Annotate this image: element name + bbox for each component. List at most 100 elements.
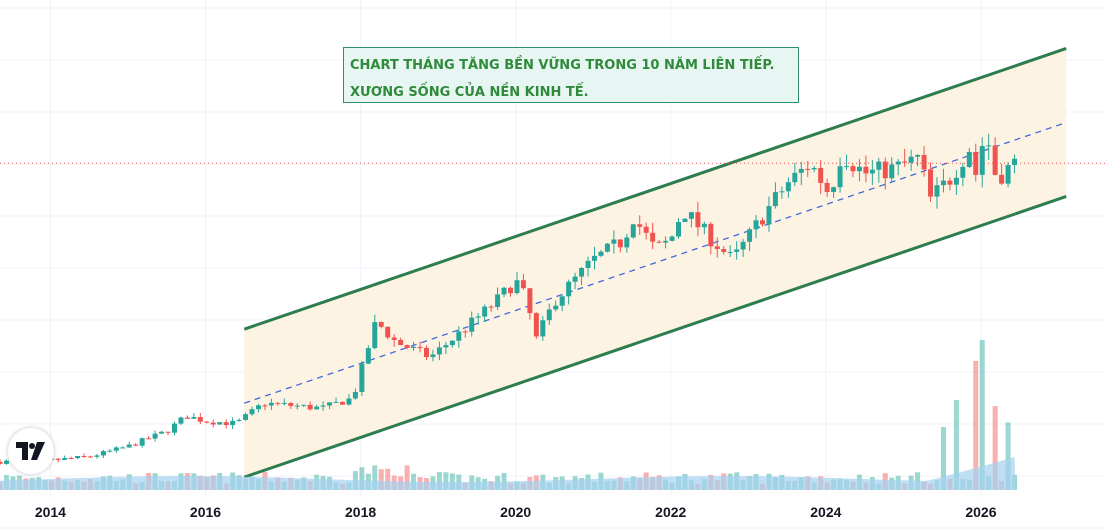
candle-body — [68, 458, 74, 460]
volume-bar — [973, 361, 979, 490]
candle-body — [501, 287, 507, 295]
candle-body — [391, 337, 397, 340]
candle-body — [760, 220, 766, 225]
candle-body — [656, 241, 662, 243]
candle-body — [566, 281, 572, 297]
candle-body — [624, 237, 630, 248]
candle-body — [785, 182, 791, 192]
candle-body — [255, 405, 261, 410]
volume-bar — [979, 340, 985, 490]
candle-body — [475, 316, 481, 318]
candle-body — [882, 161, 888, 179]
x-tick-label: 2020 — [500, 504, 531, 520]
channel-upper-line — [243, 47, 1067, 331]
candle-body — [676, 222, 682, 237]
candle-body — [592, 255, 598, 261]
candle-body — [915, 154, 921, 157]
candle-body — [184, 417, 190, 419]
candle-body — [527, 288, 533, 314]
candle-body — [3, 460, 9, 464]
candle-body — [482, 306, 488, 317]
x-tick-label: 2026 — [965, 504, 996, 520]
volume-bar — [404, 465, 410, 490]
candle-body — [540, 320, 546, 337]
candle-body — [55, 458, 61, 460]
candle-body — [94, 455, 100, 457]
candle-body — [346, 398, 352, 405]
candle-body — [133, 444, 139, 446]
candle-body — [0, 461, 3, 464]
candle-body — [100, 451, 106, 456]
candle-body — [863, 166, 869, 174]
candle-body — [443, 345, 449, 348]
candle-body — [701, 223, 707, 228]
candle-body — [165, 431, 171, 433]
candle-body — [889, 164, 895, 179]
candle-body — [727, 251, 733, 253]
candle-body — [572, 276, 578, 282]
candle-body — [275, 402, 281, 404]
candle-body — [979, 146, 985, 175]
candle-body — [81, 456, 87, 458]
candle-body — [146, 438, 152, 440]
candle-body — [243, 414, 249, 420]
candle-body — [779, 191, 785, 193]
candle-body — [159, 431, 165, 434]
candle-body — [708, 223, 714, 247]
candle-body — [307, 404, 313, 410]
candle-body — [191, 417, 197, 419]
candle-body — [928, 169, 934, 197]
candle-body — [630, 224, 636, 238]
candle-body — [798, 168, 804, 173]
candle-body — [669, 236, 675, 241]
candle-body — [423, 347, 429, 358]
candle-body — [876, 161, 882, 170]
candle-body — [579, 268, 585, 277]
tradingview-mark-icon — [16, 442, 45, 460]
candle-body — [223, 422, 229, 426]
candle-body — [456, 331, 462, 341]
candle-body — [87, 456, 93, 458]
candle-body — [249, 409, 255, 415]
candle-body — [411, 346, 417, 348]
candle-body — [495, 294, 501, 307]
annotation-box: CHART THÁNG TĂNG BỀN VỮNG TRONG 10 NĂM L… — [343, 47, 799, 103]
candle-body — [617, 239, 623, 248]
candle-body — [637, 224, 643, 227]
candle-body — [385, 326, 391, 338]
candle-body — [856, 166, 862, 172]
candle-body — [314, 406, 320, 410]
x-tick-label: 2018 — [345, 504, 376, 520]
candle-body — [417, 346, 423, 348]
candle-body — [320, 405, 326, 407]
candle-body — [230, 420, 236, 426]
candle-body — [811, 167, 817, 170]
candle-body — [294, 405, 300, 407]
candle-body — [62, 458, 68, 460]
candle-body — [714, 246, 720, 250]
candle-body — [986, 145, 992, 147]
candle-body — [339, 401, 345, 405]
volume-bar — [992, 406, 998, 490]
candle-body — [844, 166, 850, 168]
candle-body — [1012, 158, 1018, 165]
candle-body — [753, 220, 759, 230]
candle-body — [695, 212, 701, 228]
candle-body — [120, 447, 126, 449]
candle-body — [178, 417, 184, 424]
candle-body — [611, 239, 617, 244]
candle-body — [372, 322, 378, 349]
candle-body — [268, 402, 274, 406]
candle-body — [469, 317, 475, 332]
x-tick-label: 2016 — [190, 504, 221, 520]
candle-body — [721, 249, 727, 252]
candle-body — [869, 169, 875, 174]
candle-body — [598, 251, 604, 256]
candle-body — [772, 192, 778, 207]
candle-body — [488, 306, 494, 308]
candle-body — [520, 280, 526, 289]
candle-body — [365, 348, 371, 364]
candle-body — [197, 417, 203, 422]
